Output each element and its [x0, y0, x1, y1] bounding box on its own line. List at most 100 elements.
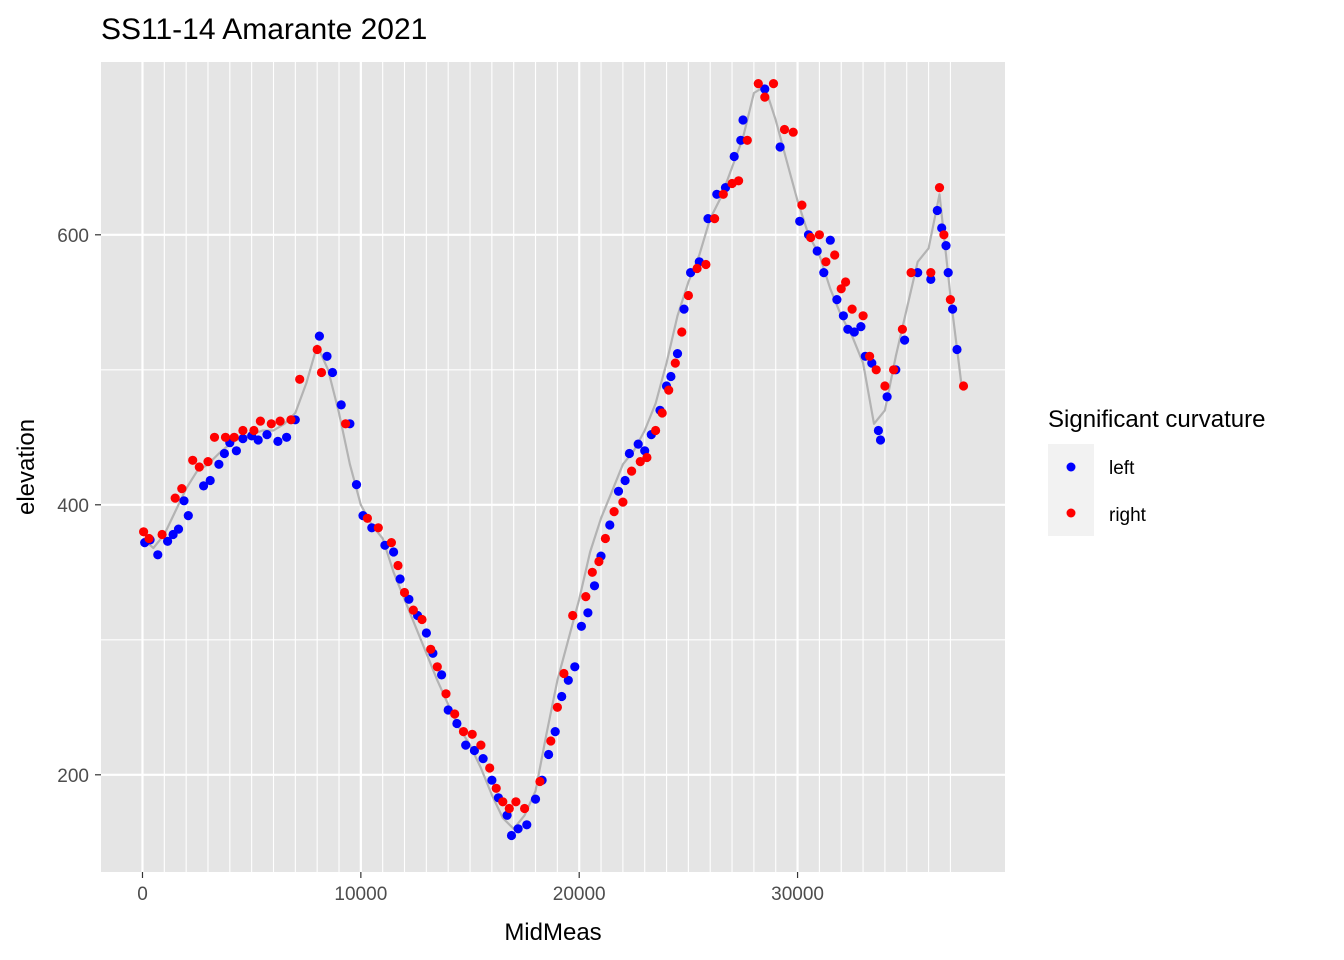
curvature-point-left — [825, 235, 835, 245]
curvature-point-right — [312, 344, 322, 355]
curvature-point-right — [249, 425, 259, 436]
curvature-point-left — [179, 496, 189, 506]
curvature-point-right — [458, 727, 469, 737]
curvature-point-right — [865, 351, 875, 361]
curvature-point-left — [948, 304, 958, 314]
curvature-point-right — [889, 365, 899, 375]
curvature-point-left — [679, 304, 689, 314]
curvature-point-left — [282, 432, 292, 442]
curvature-point-right — [450, 709, 460, 719]
curvature-point-left — [932, 205, 942, 216]
curvature-point-right — [229, 432, 239, 442]
curvature-point-left — [214, 459, 224, 469]
curvature-point-left — [738, 115, 748, 125]
curvature-point-right — [535, 776, 545, 787]
curvature-point-left — [395, 574, 405, 584]
curvature-point-left — [832, 295, 842, 305]
curvature-point-left — [530, 794, 541, 804]
legend: Significant curvature left right — [1048, 406, 1265, 536]
curvature-point-left — [620, 475, 630, 486]
curvature-point-right — [600, 533, 611, 544]
curvature-point-right — [701, 259, 711, 270]
curvature-point-right — [670, 358, 680, 368]
curvature-point-right — [144, 533, 154, 544]
curvature-point-right — [897, 324, 908, 334]
curvature-point-left — [812, 246, 822, 256]
curvature-point-left — [205, 475, 215, 486]
curvature-point-right — [552, 702, 563, 712]
curvature-point-left — [461, 740, 471, 750]
curvature-point-right — [255, 416, 265, 426]
curvature-point-left — [421, 628, 431, 638]
curvature-point-right — [491, 783, 501, 793]
curvature-point-right — [498, 797, 508, 807]
curvature-point-left — [819, 268, 829, 278]
curvature-point-right — [814, 230, 825, 240]
curvature-point-left — [943, 268, 953, 278]
curvature-point-left — [736, 135, 746, 145]
curvature-point-left — [513, 824, 523, 834]
curvature-point-left — [262, 430, 272, 440]
curvature-point-left — [712, 189, 722, 199]
curvature-point-left — [605, 520, 615, 530]
curvature-point-right — [806, 232, 816, 243]
curvature-point-left — [856, 322, 866, 332]
curvature-points — [139, 79, 969, 841]
curvature-point-right — [871, 365, 881, 375]
curvature-point-right — [275, 416, 285, 426]
curvature-point-left — [336, 400, 346, 410]
curvature-point-left — [199, 481, 209, 491]
curvature-point-right — [417, 614, 427, 625]
curvature-point-left — [952, 344, 962, 355]
curvature-point-left — [849, 327, 859, 337]
curvature-point-right — [177, 484, 187, 494]
curvature-point-right — [568, 610, 578, 621]
curvature-point-right — [520, 803, 530, 814]
curvature-point-left — [469, 745, 479, 756]
y-axis-ticks: 200 400 600 — [57, 226, 101, 787]
curvature-point-right — [209, 432, 220, 442]
curvature-point-right — [836, 284, 846, 294]
curvature-point-left — [253, 435, 263, 445]
curvature-point-left — [589, 581, 600, 591]
curvature-point-right — [203, 457, 213, 467]
curvature-point-right — [677, 327, 687, 337]
curvature-point-right — [581, 592, 591, 602]
curvature-point-right — [906, 268, 916, 278]
curvature-point-right — [847, 304, 857, 314]
curvature-point-left — [624, 448, 635, 459]
curvature-point-left — [838, 311, 849, 321]
curvature-point-right — [485, 763, 495, 773]
x-tick-label: 30000 — [771, 884, 824, 905]
curvature-point-left — [563, 675, 573, 685]
y-tick-label: 200 — [57, 766, 89, 787]
curvature-point-right — [157, 529, 167, 540]
curvature-point-right — [734, 176, 744, 186]
curvature-point-right — [504, 803, 514, 814]
curvature-point-right — [266, 419, 276, 429]
curvature-point-right — [399, 587, 410, 598]
plot-panel — [101, 62, 1005, 872]
curvature-point-right — [467, 729, 477, 739]
x-tick-label: 0 — [137, 884, 148, 905]
y-tick-label: 600 — [57, 226, 89, 247]
curvature-point-right — [683, 290, 694, 301]
curvature-point-left — [153, 550, 163, 560]
curvature-point-right — [753, 79, 763, 89]
curvature-point-right — [627, 466, 637, 476]
curvature-point-left — [882, 392, 892, 402]
curvature-point-left — [314, 331, 324, 341]
curvature-point-left — [478, 754, 488, 764]
curvature-point-right — [934, 183, 945, 193]
curvature-point-right — [393, 560, 403, 571]
curvature-point-left — [173, 524, 184, 534]
curvature-point-right — [341, 419, 351, 429]
curvature-point-right — [926, 268, 936, 278]
curvature-point-right — [618, 497, 628, 507]
x-tick-label: 10000 — [334, 884, 387, 905]
curvature-point-right — [718, 189, 728, 199]
curvature-point-left — [273, 436, 283, 446]
curvature-point-right — [742, 135, 752, 145]
curvature-point-left — [926, 274, 936, 284]
